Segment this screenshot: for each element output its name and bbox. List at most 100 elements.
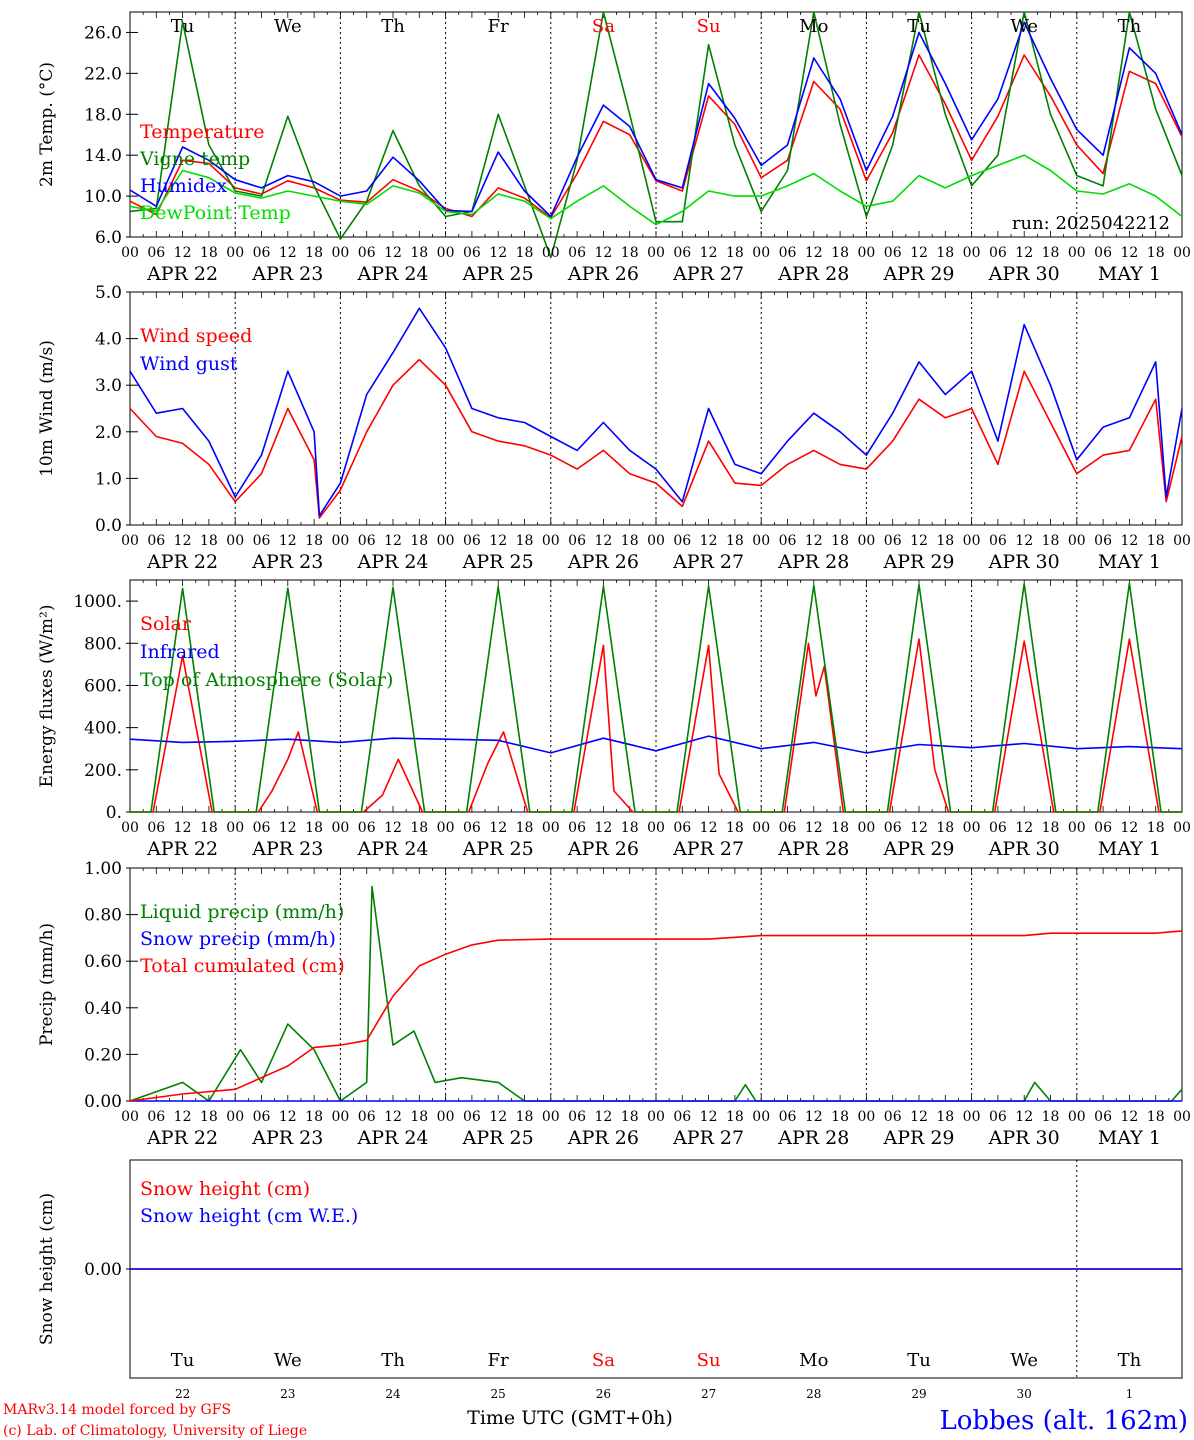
hour-label: 18 <box>1042 245 1060 261</box>
date-label: APR 24 <box>356 838 428 860</box>
day-number: 23 <box>280 1387 295 1401</box>
hour-label: 00 <box>857 1109 875 1125</box>
y-tick-label: 3.0 <box>95 376 122 396</box>
y-tick-label: 5.0 <box>95 283 122 303</box>
hour-label: 06 <box>147 245 165 261</box>
hour-label: 12 <box>1120 820 1138 836</box>
date-label: APR 23 <box>251 1127 323 1149</box>
series-line-wind-gust <box>129 307 1183 517</box>
hour-label: 06 <box>253 533 271 549</box>
y-tick-label: 200. <box>84 761 122 781</box>
hour-label: 06 <box>1094 1109 1112 1125</box>
hour-label: 12 <box>700 1109 718 1125</box>
hour-label: 00 <box>647 1109 665 1125</box>
date-label: APR 22 <box>146 838 218 860</box>
y-tick-label: 0.00 <box>84 1260 122 1280</box>
hour-label: 00 <box>331 820 349 836</box>
date-label: APR 27 <box>672 1127 744 1149</box>
hour-label: 06 <box>358 533 376 549</box>
day-label: Tu <box>907 16 931 37</box>
hour-label: 06 <box>463 533 481 549</box>
y-tick-label: 0.0 <box>95 516 122 536</box>
day-label: Tu <box>171 16 195 37</box>
hour-label: 12 <box>805 245 823 261</box>
hour-label: 12 <box>1015 820 1033 836</box>
series-line-wind-speed <box>129 358 1183 519</box>
hour-label: 12 <box>700 245 718 261</box>
day-number: 30 <box>1017 1387 1032 1401</box>
hour-label: 06 <box>989 533 1007 549</box>
day-number: 28 <box>806 1387 821 1401</box>
hour-label: 06 <box>884 245 902 261</box>
hour-label: 12 <box>700 820 718 836</box>
day-label: Sa <box>592 16 615 37</box>
hour-label: 06 <box>568 245 586 261</box>
energy-panel: 0. 200. 400. 600. 800. 1000. Energy fluxes (W/… <box>37 579 1191 860</box>
hour-label: 06 <box>463 820 481 836</box>
hour-label: 12 <box>279 1109 297 1125</box>
hour-label: 18 <box>410 820 428 836</box>
series-line-dewpoint-temp <box>129 154 1183 226</box>
hour-label: 00 <box>752 820 770 836</box>
hour-label: 00 <box>1068 533 1086 549</box>
date-label: APR 23 <box>251 263 323 285</box>
credit-line-1: MARv3.14 model forced by GFS <box>3 1402 231 1418</box>
hour-label: 00 <box>647 533 665 549</box>
hour-label: 00 <box>963 245 981 261</box>
hour-label: 00 <box>542 1109 560 1125</box>
day-label: Sa <box>592 1350 615 1371</box>
hour-label: 18 <box>1147 245 1165 261</box>
day-number: 27 <box>701 1387 716 1401</box>
legend-entry: Infrared <box>140 641 220 663</box>
hour-label: 18 <box>726 245 744 261</box>
hour-label: 12 <box>384 533 402 549</box>
date-label: APR 23 <box>251 551 323 573</box>
legend-entry: Snow height (cm W.E.) <box>140 1205 358 1227</box>
y-tick-label: 400. <box>84 719 122 739</box>
series-line-total-cumulated-cm- <box>129 930 1183 1102</box>
hour-label: 18 <box>831 533 849 549</box>
hour-label: 06 <box>568 1109 586 1125</box>
series-line-infrared <box>129 735 1183 754</box>
day-label: We <box>1010 1350 1038 1371</box>
hour-label: 00 <box>226 820 244 836</box>
y-tick-label: 18.0 <box>84 105 122 125</box>
date-label: APR 24 <box>356 551 428 573</box>
y-tick-label: 0.00 <box>84 1092 122 1112</box>
hour-label: 00 <box>542 533 560 549</box>
date-label: APR 29 <box>882 838 954 860</box>
y-tick-label: 22.0 <box>84 64 122 84</box>
hour-label: 00 <box>752 533 770 549</box>
hour-label: 18 <box>936 820 954 836</box>
hour-label: 06 <box>568 533 586 549</box>
hour-label: 00 <box>857 245 875 261</box>
date-label: APR 28 <box>777 1127 849 1149</box>
hour-label: 18 <box>726 1109 744 1125</box>
day-label: Mo <box>799 16 828 37</box>
legend-entry: Solar <box>140 613 192 635</box>
hour-label: 00 <box>1173 245 1191 261</box>
hour-label: 06 <box>989 245 1007 261</box>
legend-entry: Liquid precip (mm/h) <box>140 901 344 923</box>
day-label: Th <box>1118 16 1142 37</box>
series-line-humidex <box>129 21 1183 218</box>
y-tick-label: 14.0 <box>84 146 122 166</box>
date-label: APR 28 <box>777 551 849 573</box>
hour-label: 12 <box>1015 533 1033 549</box>
day-label: Tu <box>907 1350 931 1371</box>
date-label: APR 28 <box>777 838 849 860</box>
hour-label: 06 <box>779 1109 797 1125</box>
hour-label: 00 <box>963 1109 981 1125</box>
hour-label: 06 <box>253 245 271 261</box>
hour-label: 18 <box>1042 1109 1060 1125</box>
hour-label: 06 <box>673 533 691 549</box>
y-tick-label: 1000. <box>73 592 122 612</box>
hour-label: 18 <box>1147 533 1165 549</box>
y-tick-label: 10.0 <box>84 187 122 207</box>
hour-label: 00 <box>331 533 349 549</box>
hour-label: 12 <box>279 245 297 261</box>
day-label: Fr <box>488 16 509 37</box>
date-label: APR 22 <box>146 1127 218 1149</box>
day-label: Th <box>381 1350 405 1371</box>
hour-label: 12 <box>910 245 928 261</box>
